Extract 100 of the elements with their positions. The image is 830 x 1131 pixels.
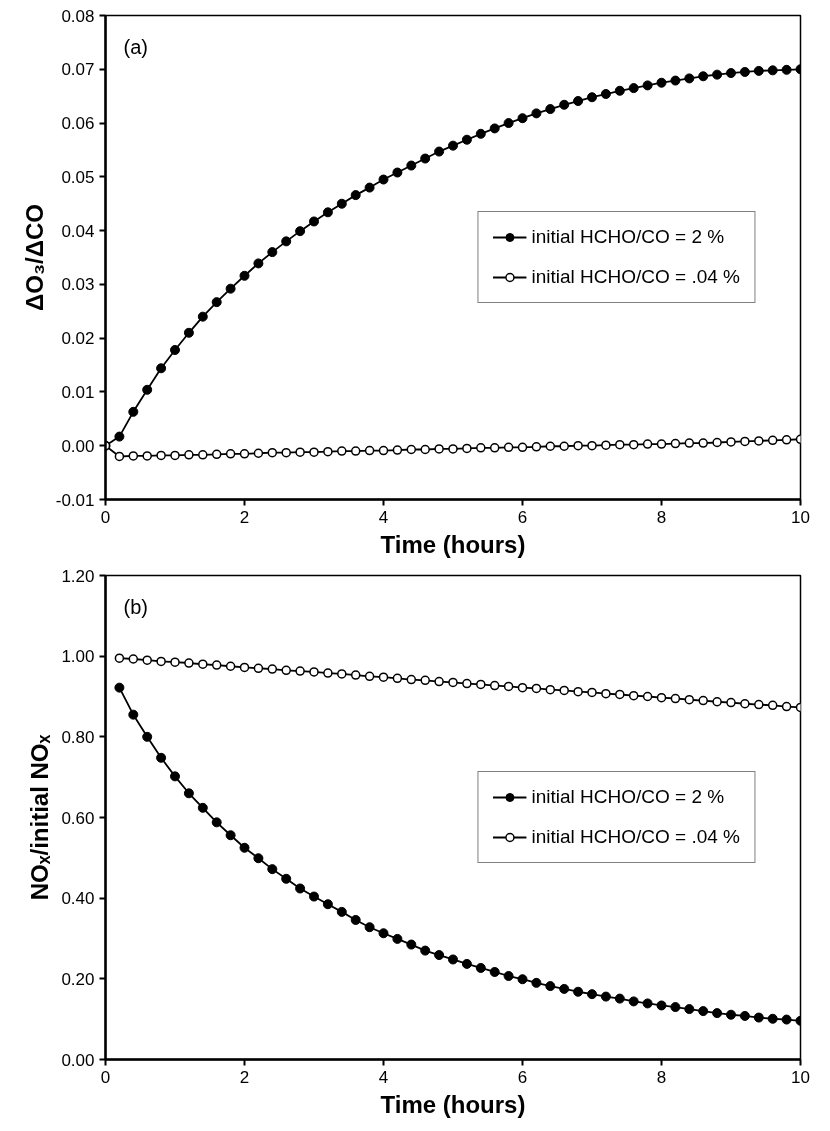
point xyxy=(531,683,542,694)
point xyxy=(295,226,306,237)
point xyxy=(406,939,417,950)
point xyxy=(698,71,709,82)
y-tick-label: 1.20 xyxy=(61,566,95,586)
point xyxy=(628,439,639,450)
point xyxy=(336,906,347,917)
point xyxy=(656,692,667,703)
x-tick-label: 0 xyxy=(100,1067,111,1087)
point xyxy=(420,444,430,455)
y-tick-label: 0.08 xyxy=(61,6,95,26)
point xyxy=(156,363,167,374)
point xyxy=(684,1004,695,1015)
point xyxy=(698,695,708,706)
point xyxy=(392,673,403,684)
point xyxy=(184,450,194,460)
y-tick-label: 0.03 xyxy=(61,275,95,295)
point xyxy=(170,345,180,355)
point xyxy=(434,444,444,454)
point xyxy=(475,962,486,973)
point xyxy=(364,182,375,193)
y-tick-label: 0.00 xyxy=(61,1050,95,1070)
x-tick-label: 10 xyxy=(791,507,810,527)
point xyxy=(462,443,472,454)
point xyxy=(448,444,458,454)
point xyxy=(142,451,152,461)
point xyxy=(184,658,194,668)
point xyxy=(225,661,236,671)
point xyxy=(239,270,250,281)
point xyxy=(350,190,361,201)
point xyxy=(767,700,778,711)
point xyxy=(767,435,778,446)
point xyxy=(670,438,681,449)
point xyxy=(739,66,750,77)
annotation: (a) xyxy=(123,35,148,58)
point xyxy=(350,914,361,925)
point xyxy=(323,446,333,457)
x-tick-label: 6 xyxy=(517,507,528,527)
point xyxy=(420,153,431,164)
y-tick-label: -0.01 xyxy=(55,490,95,510)
point xyxy=(753,65,764,76)
point xyxy=(712,1008,723,1019)
point xyxy=(614,85,625,96)
point xyxy=(559,441,569,451)
point xyxy=(448,140,458,151)
y-tick-label: 0.06 xyxy=(61,114,95,134)
point xyxy=(281,873,292,884)
point xyxy=(642,691,653,702)
y-tick-label: 0.60 xyxy=(61,808,95,828)
point xyxy=(684,438,695,448)
point xyxy=(392,167,403,178)
point xyxy=(726,437,736,447)
point xyxy=(128,451,139,461)
point xyxy=(517,682,528,693)
y-tick-label: 0.80 xyxy=(61,727,95,747)
point xyxy=(364,671,375,682)
point xyxy=(600,991,611,1002)
point xyxy=(364,445,375,456)
point xyxy=(739,1010,750,1021)
point xyxy=(378,445,389,456)
x-axis-title: Time (hours) xyxy=(380,1090,526,1118)
point xyxy=(475,128,486,139)
legend-label: initial HCHO/CO = .04 % xyxy=(531,266,740,288)
y-tick-label: 0.40 xyxy=(61,889,95,909)
point xyxy=(559,685,569,696)
point xyxy=(281,447,291,458)
point xyxy=(170,771,180,782)
point xyxy=(239,842,250,853)
point xyxy=(656,1000,667,1011)
point xyxy=(253,448,264,458)
point xyxy=(600,89,611,100)
x-tick-label: 4 xyxy=(378,507,389,527)
point xyxy=(726,697,736,708)
y-tick-label: 0.04 xyxy=(61,221,95,241)
point xyxy=(142,384,153,395)
point xyxy=(281,665,291,676)
point xyxy=(684,73,695,84)
point xyxy=(615,439,625,450)
point xyxy=(670,693,681,704)
point xyxy=(545,441,556,451)
x-tick-label: 0 xyxy=(100,507,111,527)
point xyxy=(267,864,278,875)
x-tick-label: 10 xyxy=(791,1067,810,1087)
y-axis-title: ΔO₃/ΔCO xyxy=(20,204,48,311)
point xyxy=(211,817,222,828)
annotation: (b) xyxy=(123,595,148,618)
point xyxy=(392,933,403,944)
legend-label: initial HCHO/CO = 2 % xyxy=(531,226,725,248)
point xyxy=(642,439,653,449)
point xyxy=(517,974,528,985)
point xyxy=(142,731,153,742)
point xyxy=(211,297,222,308)
point xyxy=(656,439,667,449)
point xyxy=(670,75,681,86)
point xyxy=(489,680,500,691)
point xyxy=(183,327,194,338)
point xyxy=(517,442,528,453)
point xyxy=(142,655,152,665)
point xyxy=(726,68,736,79)
point xyxy=(225,449,236,459)
